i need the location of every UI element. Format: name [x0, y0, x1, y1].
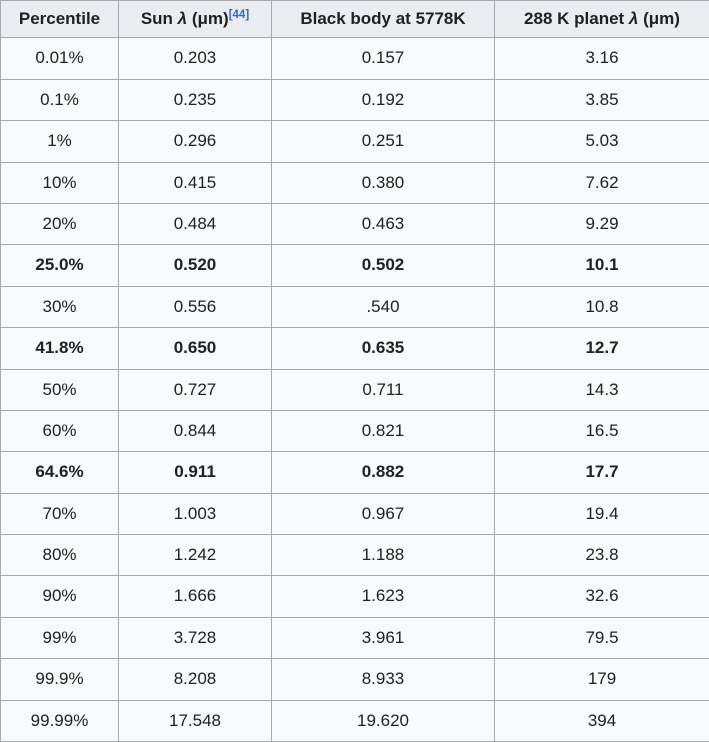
percentile-cell: 99.9% [1, 659, 119, 700]
table-row: 60% 0.844 0.821 16.5 [1, 410, 709, 451]
blackbody-wavelength-cell: 8.933 [272, 659, 495, 700]
percentile-cell: 0.1% [1, 79, 119, 120]
planet-wavelength-cell: 179 [495, 659, 709, 700]
lambda-symbol: λ [629, 9, 638, 28]
percentile-cell: 30% [1, 286, 119, 327]
column-header-label: (μm) [638, 9, 680, 28]
column-header-sun-wavelength: Sun λ (μm)[44] [119, 1, 272, 38]
sun-wavelength-cell: 0.484 [119, 203, 272, 244]
lambda-symbol: λ [178, 9, 187, 28]
sun-wavelength-cell: 0.415 [119, 162, 272, 203]
sun-wavelength-cell: 0.727 [119, 369, 272, 410]
planet-wavelength-cell: 10.8 [495, 286, 709, 327]
table-row: 1% 0.296 0.251 5.03 [1, 121, 709, 162]
blackbody-wavelength-cell: 0.380 [272, 162, 495, 203]
percentile-cell: 64.6% [1, 452, 119, 493]
blackbody-wavelength-cell: 0.635 [272, 328, 495, 369]
percentile-cell: 20% [1, 203, 119, 244]
blackbody-wavelength-cell: 0.967 [272, 493, 495, 534]
blackbody-wavelength-cell: 0.251 [272, 121, 495, 162]
table-row: 50% 0.727 0.711 14.3 [1, 369, 709, 410]
sun-wavelength-cell: 0.296 [119, 121, 272, 162]
sun-wavelength-cell: 1.003 [119, 493, 272, 534]
percentile-cell: 25.0% [1, 245, 119, 286]
planet-wavelength-cell: 5.03 [495, 121, 709, 162]
column-header-blackbody: Black body at 5778K [272, 1, 495, 38]
percentile-cell: 1% [1, 121, 119, 162]
blackbody-wavelength-cell: 1.188 [272, 535, 495, 576]
planet-wavelength-cell: 16.5 [495, 410, 709, 451]
table-row: 0.1% 0.235 0.192 3.85 [1, 79, 709, 120]
blackbody-wavelength-cell: 0.502 [272, 245, 495, 286]
sun-wavelength-cell: 0.844 [119, 410, 272, 451]
table-row: 80% 1.242 1.188 23.8 [1, 535, 709, 576]
table-row: 99.99% 17.548 19.620 394 [1, 700, 709, 741]
blackbody-wavelength-cell: 0.192 [272, 79, 495, 120]
blackbody-wavelength-cell: 0.882 [272, 452, 495, 493]
sun-wavelength-cell: 0.911 [119, 452, 272, 493]
percentile-cell: 99.99% [1, 700, 119, 741]
table-row: 20% 0.484 0.463 9.29 [1, 203, 709, 244]
column-header-planet-wavelength: 288 K planet λ (μm) [495, 1, 709, 38]
sun-wavelength-cell: 17.548 [119, 700, 272, 741]
sun-wavelength-cell: 1.242 [119, 535, 272, 576]
reference-link-44[interactable]: [44] [229, 9, 249, 21]
sun-wavelength-cell: 0.235 [119, 79, 272, 120]
blackbody-wavelength-cell: 19.620 [272, 700, 495, 741]
planet-wavelength-cell: 7.62 [495, 162, 709, 203]
column-header-label: (μm) [187, 9, 229, 28]
table-row: 41.8% 0.650 0.635 12.7 [1, 328, 709, 369]
percentile-cell: 80% [1, 535, 119, 576]
table-row: 90% 1.666 1.623 32.6 [1, 576, 709, 617]
column-header-label: 288 K planet [524, 9, 629, 28]
table-row: 70% 1.003 0.967 19.4 [1, 493, 709, 534]
header-row: Percentile Sun λ (μm)[44] Black body at … [1, 1, 709, 38]
sun-wavelength-cell: 0.556 [119, 286, 272, 327]
planet-wavelength-cell: 10.1 [495, 245, 709, 286]
table-row: 25.0% 0.520 0.502 10.1 [1, 245, 709, 286]
percentile-cell: 90% [1, 576, 119, 617]
blackbody-wavelength-cell: 0.821 [272, 410, 495, 451]
percentile-cell: 0.01% [1, 38, 119, 79]
blackbody-wavelength-cell: 0.711 [272, 369, 495, 410]
planet-wavelength-cell: 23.8 [495, 535, 709, 576]
planet-wavelength-cell: 79.5 [495, 617, 709, 658]
sun-wavelength-cell: 0.203 [119, 38, 272, 79]
sun-wavelength-cell: 0.650 [119, 328, 272, 369]
sun-wavelength-cell: 1.666 [119, 576, 272, 617]
planet-wavelength-cell: 32.6 [495, 576, 709, 617]
column-header-percentile: Percentile [1, 1, 119, 38]
sun-wavelength-cell: 8.208 [119, 659, 272, 700]
planet-wavelength-cell: 3.85 [495, 79, 709, 120]
table-row: 99% 3.728 3.961 79.5 [1, 617, 709, 658]
blackbody-wavelength-cell: 1.623 [272, 576, 495, 617]
percentile-cell: 60% [1, 410, 119, 451]
percentile-cell: 41.8% [1, 328, 119, 369]
percentile-cell: 10% [1, 162, 119, 203]
percentile-cell: 50% [1, 369, 119, 410]
blackbody-wavelength-cell: 3.961 [272, 617, 495, 658]
planet-wavelength-cell: 14.3 [495, 369, 709, 410]
percentile-cell: 99% [1, 617, 119, 658]
blackbody-wavelength-cell: 0.463 [272, 203, 495, 244]
column-header-label: Sun [141, 9, 178, 28]
table-row: 10% 0.415 0.380 7.62 [1, 162, 709, 203]
blackbody-wavelength-cell: .540 [272, 286, 495, 327]
planet-wavelength-cell: 17.7 [495, 452, 709, 493]
table-row: 0.01% 0.203 0.157 3.16 [1, 38, 709, 79]
sun-wavelength-cell: 0.520 [119, 245, 272, 286]
blackbody-wavelength-cell: 0.157 [272, 38, 495, 79]
table-row: 64.6% 0.911 0.882 17.7 [1, 452, 709, 493]
planet-wavelength-cell: 394 [495, 700, 709, 741]
planet-wavelength-cell: 3.16 [495, 38, 709, 79]
planet-wavelength-cell: 9.29 [495, 203, 709, 244]
planet-wavelength-cell: 12.7 [495, 328, 709, 369]
sun-wavelength-cell: 3.728 [119, 617, 272, 658]
planet-wavelength-cell: 19.4 [495, 493, 709, 534]
percentile-cell: 70% [1, 493, 119, 534]
table-row: 99.9% 8.208 8.933 179 [1, 659, 709, 700]
table-row: 30% 0.556 .540 10.8 [1, 286, 709, 327]
